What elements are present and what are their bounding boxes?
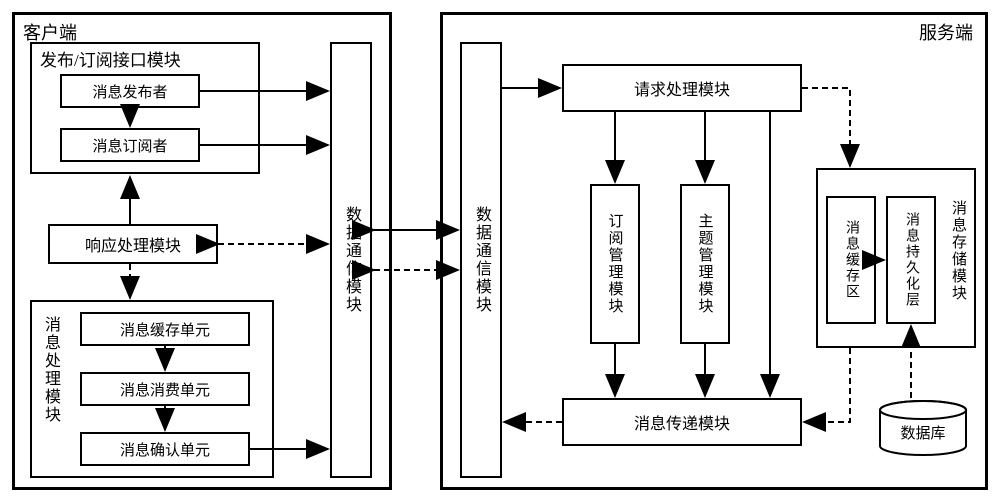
- sub-mgmt-label: 订阅管理模块: [605, 213, 626, 315]
- consume-unit-label: 消息消费单元: [120, 379, 210, 400]
- server-comm-label: 数据通信模块: [469, 206, 493, 314]
- diagram-canvas: 客户端 发布/订阅接口模块 消息发布者 消息订阅者 响应处理模块 消息处理模块 …: [0, 0, 1000, 501]
- request-label: 请求处理模块: [634, 76, 730, 100]
- database-label: 数据库: [878, 422, 968, 443]
- confirm-unit: 消息确认单元: [80, 432, 250, 466]
- consume-unit: 消息消费单元: [80, 372, 250, 406]
- delivery-label: 消息传递模块: [634, 410, 730, 434]
- publisher-label: 消息发布者: [92, 81, 167, 102]
- database: 数据库: [878, 400, 968, 456]
- response-module: 响应处理模块: [48, 224, 218, 264]
- server-comm-module: 数据通信模块: [460, 42, 502, 478]
- cache-area: 消息缓存区: [826, 196, 876, 324]
- persist-layer-label: 消息持久化层: [901, 212, 921, 308]
- request-module: 请求处理模块: [562, 64, 802, 112]
- delivery-module: 消息传递模块: [562, 398, 802, 446]
- topic-mgmt-label: 主题管理模块: [695, 213, 716, 315]
- storage-title: 消息存储模块: [948, 200, 969, 302]
- persist-layer: 消息持久化层: [886, 196, 936, 324]
- subscriber-label: 消息订阅者: [92, 135, 167, 156]
- client-comm-module: 数据通信模块: [330, 42, 372, 478]
- msg-processing-title: 消息处理模块: [38, 316, 62, 424]
- publisher-box: 消息发布者: [60, 74, 200, 108]
- confirm-unit-label: 消息确认单元: [120, 439, 210, 460]
- pubsub-title: 发布/订阅接口模块: [40, 46, 181, 71]
- response-label: 响应处理模块: [85, 232, 181, 256]
- subscriber-box: 消息订阅者: [60, 128, 200, 162]
- cache-unit-label: 消息缓存单元: [120, 319, 210, 340]
- client-comm-label: 数据通信模块: [339, 206, 363, 314]
- cache-area-label: 消息缓存区: [841, 220, 861, 300]
- cache-unit: 消息缓存单元: [80, 312, 250, 346]
- topic-mgmt-module: 主题管理模块: [680, 184, 730, 344]
- sub-mgmt-module: 订阅管理模块: [590, 184, 640, 344]
- server-title: 服务端: [919, 19, 973, 45]
